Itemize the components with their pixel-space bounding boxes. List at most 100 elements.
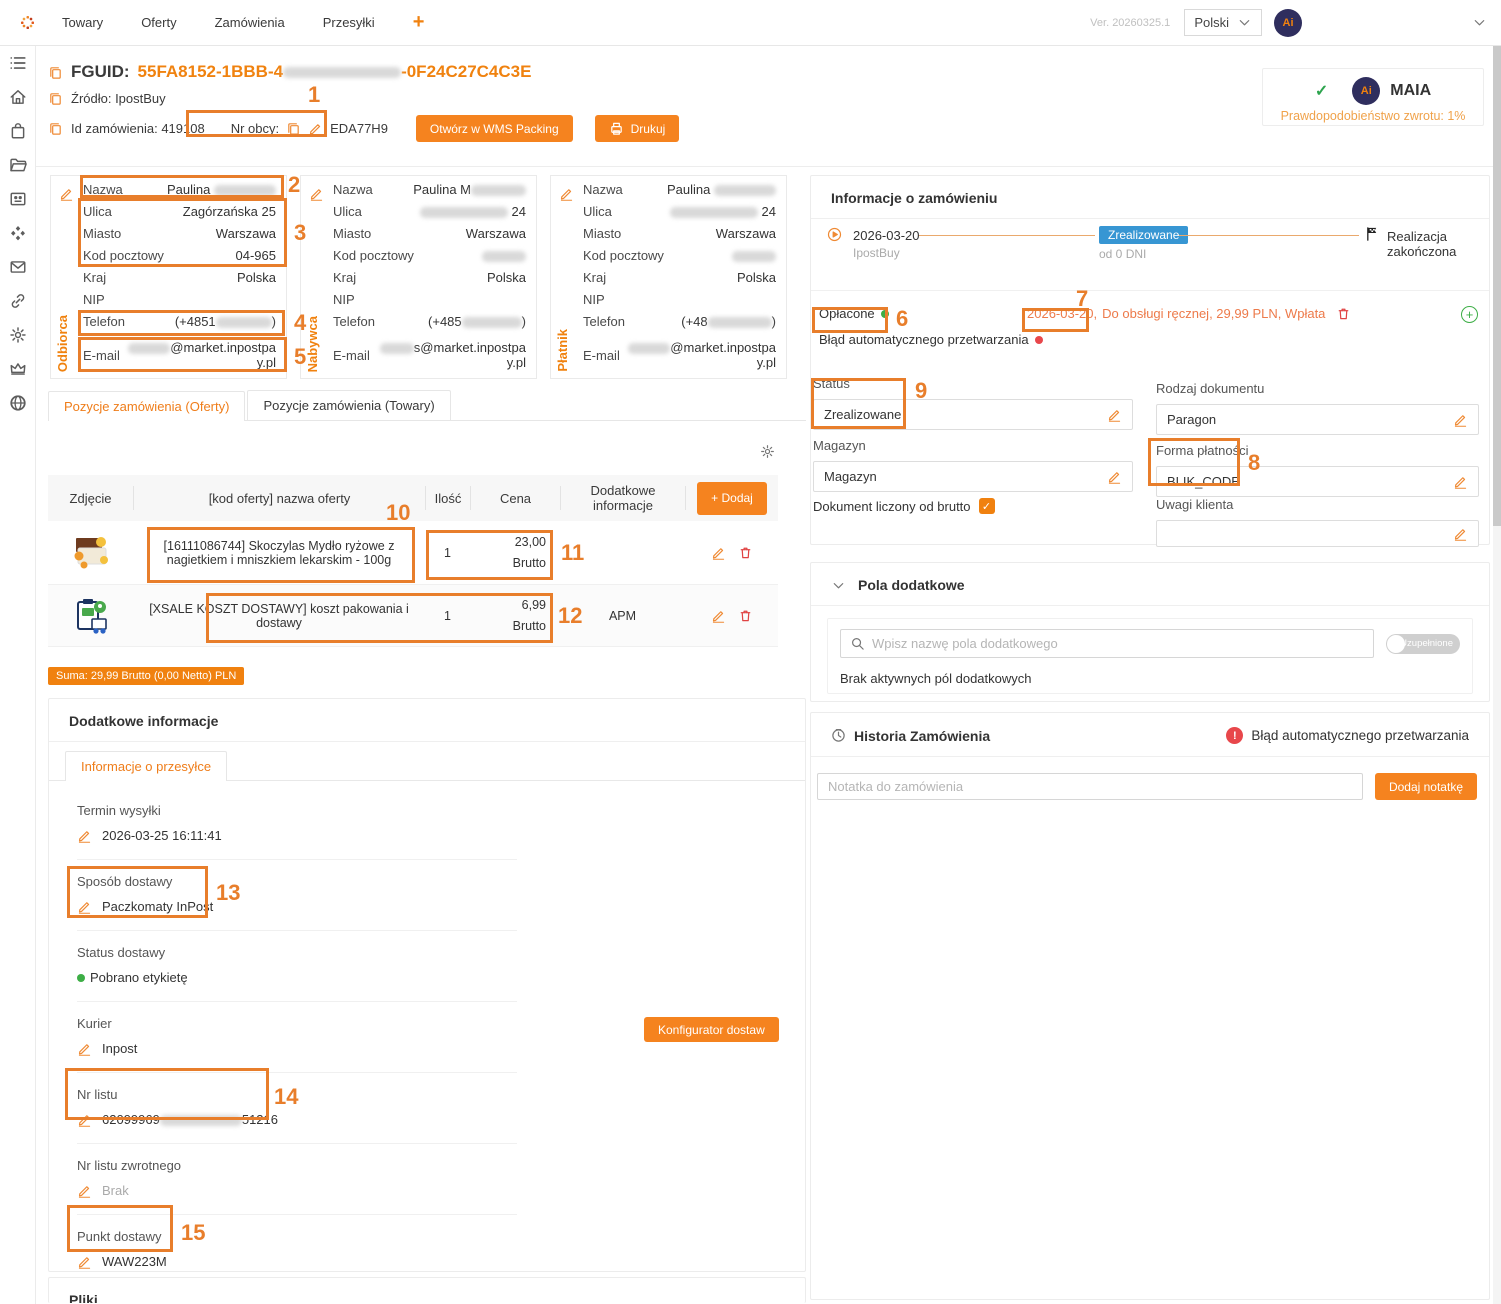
maia-name: MAIA bbox=[1390, 82, 1432, 99]
nav-add-tab-button[interactable]: + bbox=[412, 11, 425, 33]
column-name: [kod oferty] nazwa oferty bbox=[133, 486, 425, 510]
delivery-point-value: WAW223M bbox=[102, 1254, 167, 1269]
nav-item-zamowienia[interactable]: Zamówienia bbox=[214, 15, 285, 30]
edit-payment-method-icon[interactable] bbox=[1453, 474, 1468, 489]
edit-courier-icon[interactable] bbox=[77, 1041, 92, 1056]
globe-icon[interactable] bbox=[9, 394, 27, 412]
client-notes-field[interactable] bbox=[1156, 520, 1479, 547]
home-icon[interactable] bbox=[9, 88, 27, 106]
toggle-label: Uzupełnione bbox=[1400, 638, 1453, 649]
folder-icon[interactable] bbox=[9, 156, 27, 174]
edit-delivery-method-icon[interactable] bbox=[77, 899, 92, 914]
field-label: Nazwa bbox=[583, 182, 623, 197]
warehouse-value: Magazyn bbox=[824, 469, 877, 484]
tracking-number-label: Nr listu bbox=[77, 1087, 118, 1102]
edit-warehouse-icon[interactable] bbox=[1107, 469, 1122, 484]
print-button[interactable]: Drukuj bbox=[594, 115, 680, 142]
edit-position-icon[interactable] bbox=[711, 545, 726, 560]
field-label: Nazwa bbox=[333, 182, 373, 197]
table-settings-gear-icon[interactable] bbox=[760, 444, 775, 459]
status-label: Status bbox=[813, 376, 850, 391]
field-label: E-mail bbox=[583, 347, 620, 363]
nav-item-towary[interactable]: Towary bbox=[62, 15, 104, 30]
ship-date-value: 2026-03-25 16:11:41 bbox=[102, 828, 222, 843]
document-type-field[interactable]: Paragon bbox=[1156, 404, 1479, 435]
extra-field-search[interactable] bbox=[840, 629, 1374, 658]
integrations-link-icon[interactable] bbox=[9, 292, 27, 310]
delete-position-icon[interactable] bbox=[738, 608, 753, 623]
column-price: Cena bbox=[470, 486, 560, 510]
ship-date-label: Termin wysyłki bbox=[77, 803, 161, 818]
crown-icon[interactable] bbox=[9, 360, 27, 378]
nav-item-przesylki[interactable]: Przesyłki bbox=[322, 15, 375, 30]
status-field[interactable]: Zrealizowane bbox=[813, 399, 1133, 430]
menu-tree-icon[interactable] bbox=[9, 54, 27, 72]
app-logo-icon[interactable] bbox=[12, 8, 42, 38]
field-label: Kod pocztowy bbox=[333, 248, 414, 263]
extra-field-search-input[interactable] bbox=[872, 636, 1364, 651]
edit-buyer-icon[interactable] bbox=[309, 186, 324, 201]
open-wms-packing-button[interactable]: Otwórz w WMS Packing bbox=[415, 115, 573, 142]
field-label: Kod pocztowy bbox=[83, 248, 164, 263]
payment-description: Do obsługi ręcznej, 29,99 PLN, Wpłata bbox=[1102, 306, 1326, 321]
products-bag-icon[interactable] bbox=[9, 122, 27, 140]
modules-icon[interactable] bbox=[9, 224, 27, 242]
buyer-country: Polska bbox=[486, 270, 526, 285]
copy-fguid-icon[interactable] bbox=[48, 65, 63, 80]
edit-tracking-number-icon[interactable] bbox=[77, 1112, 92, 1127]
page-scrollbar-thumb[interactable] bbox=[1493, 46, 1501, 526]
delete-position-icon[interactable] bbox=[738, 545, 753, 560]
user-avatar[interactable]: Ai bbox=[1274, 8, 1302, 37]
edit-ship-date-icon[interactable] bbox=[77, 828, 92, 843]
timeline-days: od 0 DNI bbox=[1099, 247, 1147, 261]
nav-item-oferty[interactable]: Oferty bbox=[141, 15, 177, 30]
add-position-button[interactable]: + Dodaj bbox=[697, 481, 767, 515]
edit-recipient-icon[interactable] bbox=[59, 186, 74, 201]
delete-payment-icon[interactable] bbox=[1336, 306, 1351, 321]
page-scrollbar-track[interactable] bbox=[1493, 46, 1501, 1304]
maia-return-probability: Prawdopodobieństwo zwrotu: 1% bbox=[1280, 109, 1466, 123]
add-note-button[interactable]: Dodaj notatkę bbox=[1374, 773, 1477, 800]
filled-toggle[interactable]: Uzupełnione bbox=[1386, 633, 1460, 654]
edit-external-number-icon[interactable] bbox=[308, 121, 323, 136]
tab-positions-offers[interactable]: Pozycje zamówienia (Oferty) bbox=[48, 391, 246, 421]
collapse-extra-fields-icon[interactable] bbox=[831, 578, 846, 593]
language-select[interactable]: Polski bbox=[1184, 9, 1262, 36]
warehouse-field[interactable]: Magazyn bbox=[813, 461, 1133, 492]
order-sum-badge: Suma: 29,99 Brutto (0,00 Netto) PLN bbox=[48, 667, 245, 685]
toggle-knob bbox=[1387, 634, 1405, 653]
copy-source-icon[interactable] bbox=[48, 91, 63, 106]
position-qty: 1 bbox=[444, 608, 451, 623]
tab-shipment-info[interactable]: Informacje o przesyłce bbox=[65, 751, 228, 781]
edit-return-number-icon[interactable] bbox=[77, 1183, 92, 1198]
header-divider bbox=[36, 166, 1501, 167]
edit-client-notes-icon[interactable] bbox=[1453, 526, 1468, 541]
id-card-icon[interactable] bbox=[9, 190, 27, 208]
position-price: 23,00 Brutto bbox=[512, 535, 546, 570]
order-note-input[interactable] bbox=[817, 773, 1363, 800]
edit-payer-icon[interactable] bbox=[559, 186, 574, 201]
field-label: Telefon bbox=[583, 314, 625, 329]
collapse-header-icon[interactable] bbox=[1472, 15, 1487, 30]
delivery-configurator-button[interactable]: Konfigurator dostaw bbox=[644, 1017, 779, 1042]
edit-document-type-icon[interactable] bbox=[1453, 412, 1468, 427]
field-label: Miasto bbox=[333, 226, 372, 241]
payer-role-label: Płatnik bbox=[555, 329, 570, 372]
field-label: E-mail bbox=[333, 347, 370, 363]
copy-external-number-icon[interactable] bbox=[286, 121, 301, 136]
payer-phone: (+48) bbox=[681, 314, 776, 329]
add-payment-icon[interactable]: + bbox=[1461, 306, 1478, 323]
buyer-name: Paulina M bbox=[413, 182, 526, 197]
buyer-role-label: Nabywca bbox=[305, 315, 320, 372]
mail-icon[interactable] bbox=[9, 258, 27, 276]
payment-method-field[interactable]: BLIK_CODE bbox=[1156, 466, 1479, 497]
edit-status-icon[interactable] bbox=[1107, 407, 1122, 422]
copy-order-id-icon[interactable] bbox=[48, 121, 63, 136]
settings-gear-icon[interactable] bbox=[9, 326, 27, 344]
payer-street: 24 bbox=[669, 204, 776, 219]
edit-delivery-point-icon[interactable] bbox=[77, 1254, 92, 1269]
edit-position-icon[interactable] bbox=[711, 608, 726, 623]
gross-document-checkbox[interactable]: ✓ bbox=[978, 498, 995, 514]
tab-positions-products[interactable]: Pozycje zamówienia (Towary) bbox=[247, 390, 451, 420]
field-label: Kod pocztowy bbox=[583, 248, 664, 263]
